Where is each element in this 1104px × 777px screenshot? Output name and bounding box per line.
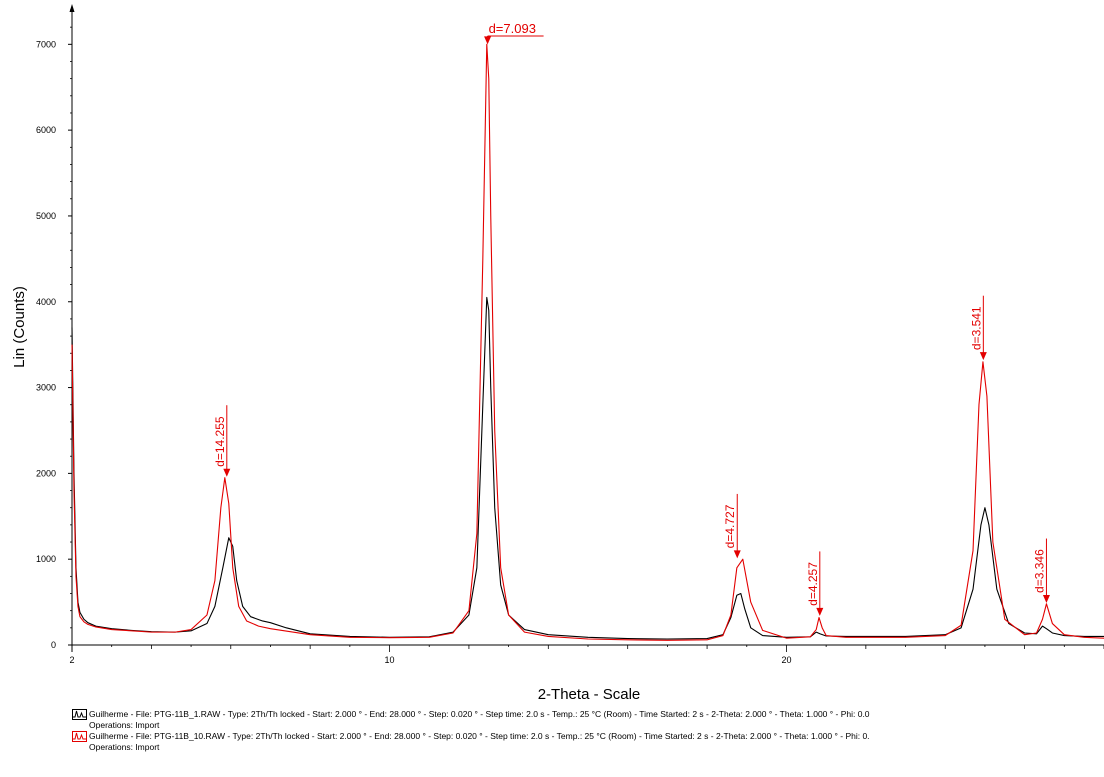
y-axis-arrow: [69, 4, 75, 12]
legend-ops-text-2: Operations: Import: [89, 742, 160, 752]
peak-label: d=4.727: [723, 504, 737, 548]
y-tick-label: 2000: [36, 468, 56, 478]
peak-annotation-6: d=3.346: [1032, 538, 1050, 603]
y-tick-label: 0: [51, 640, 56, 650]
peak-annotation-2: d=7.093: [484, 21, 544, 45]
axes: [69, 4, 1104, 646]
peak-marker-arrow: [733, 550, 741, 559]
legend-text-2: Guilherme - File: PTG-11B_10.RAW - Type:…: [89, 731, 870, 741]
legend-ops-text-1: Operations: Import: [89, 720, 160, 730]
peak-label: d=7.093: [489, 21, 536, 36]
legend-swatch-black-icon: [72, 709, 87, 720]
peak-label: d=14.255: [213, 416, 227, 467]
peak-annotation-4: d=4.257: [806, 551, 824, 616]
peak-marker-arrow: [223, 468, 231, 477]
x-tick-label: 10: [385, 655, 395, 665]
tick-marks: [68, 9, 1104, 652]
peak-annotation-1: d=14.255: [213, 405, 231, 477]
peak-label: d=3.346: [1032, 549, 1046, 593]
peak-annotation-3: d=4.727: [723, 493, 741, 559]
peak-annotation-5: d=3.541: [969, 295, 987, 361]
series-line-2: [71, 43, 1104, 641]
y-tick-label: 1000: [36, 554, 56, 564]
x-axis-label: 2-Theta - Scale: [538, 686, 641, 703]
y-tick-label: 7000: [36, 39, 56, 49]
peak-marker-arrow: [979, 352, 987, 361]
y-axis-label: Lin (Counts): [11, 286, 28, 368]
peak-marker-arrow: [484, 36, 492, 45]
series-layer: [71, 43, 1104, 641]
peak-label: d=4.257: [806, 562, 820, 606]
xrd-chart: 0 1000 2000 3000 4000 5000 6000 7000 2 10 20 d=14.…: [11, 4, 1104, 703]
legend-text-1: Guilherme - File: PTG-11B_1.RAW - Type: …: [89, 709, 870, 719]
y-tick-label: 6000: [36, 125, 56, 135]
y-tick-label: 3000: [36, 383, 56, 393]
peak-label: d=3.541: [969, 306, 983, 350]
y-tick-label: 5000: [36, 211, 56, 221]
legend-swatch-red-icon: [72, 731, 87, 742]
tick-labels: 0 1000 2000 3000 4000 5000 6000 7000 2 10 20: [36, 39, 792, 665]
peak-marker-arrow: [816, 607, 824, 616]
peak-marker-arrow: [1042, 594, 1050, 603]
x-tick-label: 2: [69, 655, 74, 665]
x-tick-label: 20: [781, 655, 791, 665]
y-tick-label: 4000: [36, 297, 56, 307]
peak-annotations: d=14.255 d=7.093 d=4.727 d=4.257 d=3.541 d=3.…: [213, 21, 1050, 616]
